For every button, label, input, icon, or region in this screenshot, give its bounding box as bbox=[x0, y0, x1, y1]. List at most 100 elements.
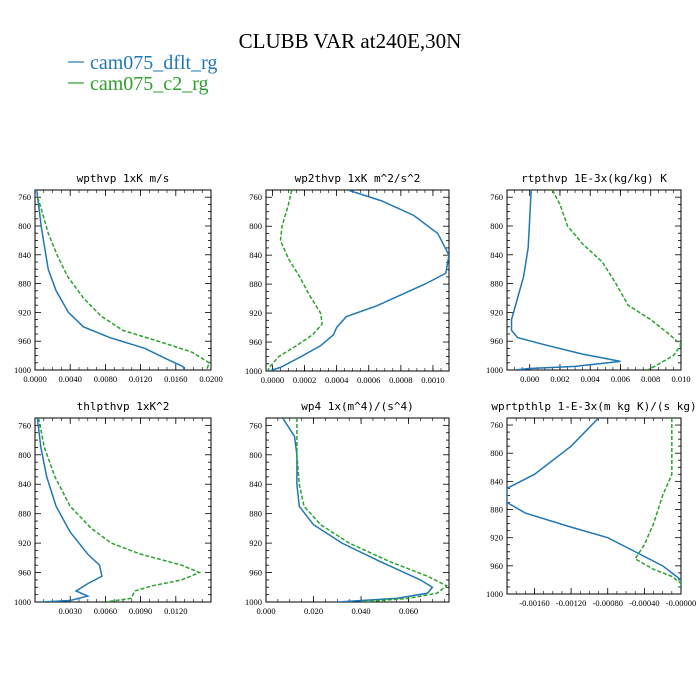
y-tick-label: 920 bbox=[18, 307, 31, 317]
y-tick-label: 760 bbox=[249, 420, 262, 430]
x-tick-label: 0.000 bbox=[520, 374, 539, 384]
y-tick-label: 960 bbox=[249, 337, 262, 347]
panel-6: wprtpthlp 1-E-3x(m kg K)/(s kg) 760 800 840… bbox=[486, 400, 697, 608]
x-tick-label: 0.0160 bbox=[164, 374, 187, 384]
plot-frame bbox=[265, 417, 450, 603]
y-tick-label: 840 bbox=[18, 250, 31, 260]
x-tick-label: 0.002 bbox=[550, 374, 569, 384]
panel-title: wprtpthlp 1-E-3x(m kg K)/(s kg) bbox=[491, 400, 696, 413]
y-tick-label: 1000 bbox=[14, 365, 31, 375]
panel-title: wp4 1x(m^4)/(s^4) bbox=[301, 400, 414, 413]
y-tick-label: 800 bbox=[490, 448, 503, 458]
y-tick-label: 840 bbox=[18, 479, 31, 489]
x-tick-label: -0.00000 bbox=[666, 598, 696, 608]
panel-1: wpthvp 1xK m/s76080084088092096010000.00… bbox=[14, 172, 223, 384]
y-tick-label: 840 bbox=[490, 250, 503, 260]
series-line-cam075_c2_rg bbox=[36, 196, 211, 370]
y-tick-label: 840 bbox=[249, 250, 262, 260]
y-tick-label: 800 bbox=[249, 221, 262, 231]
series-line-cam075_dflt_rg bbox=[507, 418, 681, 587]
x-tick-label: 0.0000 bbox=[261, 375, 284, 385]
x-tick-label: 0.060 bbox=[399, 606, 418, 616]
y-tick-label: 920 bbox=[249, 538, 262, 548]
y-tick-label: 880 bbox=[18, 279, 31, 289]
y-tick-label: 960 bbox=[249, 568, 262, 578]
plot-frame bbox=[506, 189, 682, 371]
x-tick-label: 0.004 bbox=[581, 374, 601, 384]
panel-title: wpthvp 1xK m/s bbox=[77, 172, 170, 185]
x-tick-label: 0.010 bbox=[671, 374, 690, 384]
plot-frame bbox=[506, 417, 682, 595]
y-tick-label: 1000 bbox=[486, 365, 503, 375]
y-tick-label: 880 bbox=[249, 279, 262, 289]
y-tick-label: 800 bbox=[249, 450, 262, 460]
x-tick-label: 0.040 bbox=[352, 606, 371, 616]
x-tick-label: 0.0060 bbox=[94, 606, 117, 616]
y-tick-label: 760 bbox=[18, 192, 31, 202]
y-tick-label: 760 bbox=[490, 420, 503, 430]
y-tick-label: 920 bbox=[490, 307, 503, 317]
y-tick-label: 920 bbox=[249, 308, 262, 318]
x-tick-label: 0.0030 bbox=[59, 606, 82, 616]
legend-entry-dflt: cam075_dflt_rg bbox=[90, 52, 217, 74]
x-tick-label: 0.008 bbox=[641, 374, 660, 384]
series-line-cam075_dflt_rg bbox=[510, 190, 621, 370]
x-tick-label: 0.0002 bbox=[293, 375, 316, 385]
y-tick-label: 960 bbox=[18, 568, 31, 578]
x-tick-label: -0.00080 bbox=[593, 598, 623, 608]
panel-title: wp2thvp 1xK m^2/s^2 bbox=[295, 172, 421, 185]
legend-entry-c2: cam075_c2_rg bbox=[90, 73, 209, 95]
series-line-cam075_c2_rg bbox=[551, 190, 681, 370]
y-tick-label: 760 bbox=[249, 192, 262, 202]
y-tick-label: 920 bbox=[18, 538, 31, 548]
x-tick-label: 0.0120 bbox=[129, 374, 152, 384]
plot-frame bbox=[34, 417, 212, 603]
y-tick-label: 920 bbox=[490, 533, 503, 543]
x-tick-label: 0.0080 bbox=[94, 374, 117, 384]
x-tick-label: 0.0120 bbox=[164, 606, 187, 616]
y-tick-label: 760 bbox=[490, 192, 503, 202]
series-line-cam075_c2_rg bbox=[296, 418, 449, 602]
y-tick-label: 800 bbox=[18, 221, 31, 231]
x-tick-label: 0.000 bbox=[256, 606, 275, 616]
x-tick-label: 0.006 bbox=[611, 374, 630, 384]
panel-3: rtpthvp 1E-3x(kg/kg) K 760 800 840 880 920 960… bbox=[486, 172, 691, 384]
panel-title: rtpthvp 1E-3x(kg/kg) K bbox=[521, 172, 667, 185]
x-tick-label: 0.0010 bbox=[421, 375, 444, 385]
y-tick-label: 1000 bbox=[245, 366, 262, 376]
series-line-cam075_dflt_rg bbox=[36, 190, 186, 370]
y-tick-label: 960 bbox=[490, 336, 503, 346]
x-tick-label: 0.0008 bbox=[389, 375, 412, 385]
y-tick-label: 800 bbox=[18, 450, 31, 460]
y-tick-label: 1000 bbox=[245, 597, 262, 607]
panels: wpthvp 1xK m/s76080084088092096010000.00… bbox=[14, 172, 697, 616]
x-tick-label: 0.0090 bbox=[129, 606, 152, 616]
legend: cam075_dflt_rg cam075_c2_rg bbox=[68, 52, 217, 95]
x-tick-label: -0.00040 bbox=[629, 598, 659, 608]
y-tick-label: 1000 bbox=[14, 597, 31, 607]
panel-5: wp4 1x(m^4)/(s^4)76080084088092096010000… bbox=[245, 400, 450, 616]
series-line-cam075_c2_rg bbox=[37, 418, 202, 602]
series-line-cam075_dflt_rg bbox=[36, 418, 103, 602]
panel-2: wp2thvp 1xK m^2/s^2 760 800 840 880 920 960 100… bbox=[245, 172, 450, 385]
x-tick-label: 0.0004 bbox=[325, 375, 349, 385]
panel-4: thlpthvp 1xK^2 760 800 840 880 920 960 1000 0.00… bbox=[14, 400, 212, 616]
y-tick-label: 960 bbox=[18, 336, 31, 346]
y-tick-label: 960 bbox=[490, 561, 503, 571]
y-tick-label: 760 bbox=[18, 420, 31, 430]
y-tick-label: 880 bbox=[490, 279, 503, 289]
y-tick-label: 880 bbox=[249, 509, 262, 519]
series-line-cam075_dflt_rg bbox=[268, 190, 449, 371]
figure-title: CLUBB VAR at240E,30N bbox=[239, 29, 462, 53]
y-tick-label: 880 bbox=[490, 505, 503, 515]
series-line-cam075_dflt_rg bbox=[282, 418, 434, 602]
y-tick-label: 840 bbox=[490, 476, 503, 486]
y-tick-label: 800 bbox=[490, 221, 503, 231]
x-tick-label: 0.020 bbox=[304, 606, 323, 616]
plot-frame bbox=[34, 189, 212, 371]
panel-title: thlpthvp 1xK^2 bbox=[77, 400, 170, 413]
x-tick-label: -0.00160 bbox=[519, 598, 549, 608]
x-tick-label: 0.0006 bbox=[357, 375, 380, 385]
y-tick-label: 880 bbox=[18, 509, 31, 519]
x-tick-label: 0.0000 bbox=[23, 374, 46, 384]
